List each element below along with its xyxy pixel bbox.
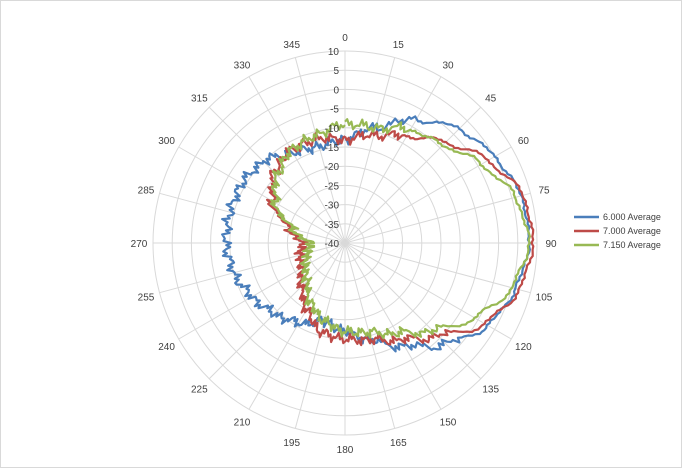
series-lines (221, 115, 535, 353)
angle-tick-label: 90 (545, 239, 557, 250)
radial-tick-label: -30 (325, 201, 340, 212)
spoke-30 (344, 76, 442, 244)
radial-tick-label: 10 (328, 47, 340, 58)
angle-tick-label: 135 (482, 385, 499, 396)
radial-tick-label: 0 (333, 85, 339, 96)
legend: 6.000 Average 7.000 Average 7.150 Average (574, 212, 661, 250)
angle-tick-label: 180 (337, 445, 354, 456)
angle-tick-label: 60 (518, 136, 530, 147)
spoke-120 (344, 242, 512, 340)
series-line-2 (269, 118, 531, 340)
angle-tick-label: 75 (538, 186, 550, 197)
spoke-15 (344, 57, 396, 244)
angle-tick-label: 195 (283, 438, 300, 449)
spoke-330 (248, 76, 346, 244)
spoke-135 (344, 242, 482, 380)
radial-tick-label: -20 (325, 162, 340, 173)
angle-tick-label: 255 (138, 292, 155, 303)
angle-tick-label: 240 (158, 342, 175, 353)
angle-tick-label: 315 (191, 93, 208, 104)
polar-grid (152, 50, 538, 436)
spoke-150 (344, 242, 442, 410)
angle-tick-label: 300 (158, 136, 175, 147)
spoke-240 (178, 242, 346, 340)
legend-entry-1: 7.000 Average (603, 226, 661, 236)
radial-tick-labels: -40 -35 -30 -25 -20 -15 -10 -5 0 5 10 (325, 47, 340, 250)
spoke-225 (208, 242, 346, 380)
spoke-45 (344, 106, 482, 244)
radial-tick-label: -15 (325, 143, 340, 154)
radial-tick-label: -5 (330, 105, 339, 116)
spoke-300 (178, 146, 346, 244)
spoke-105 (344, 242, 531, 294)
legend-entry-2: 7.150 Average (603, 240, 661, 250)
spoke-285 (159, 192, 346, 244)
spoke-345 (294, 57, 346, 244)
angle-tick-label: 15 (393, 40, 405, 51)
angle-tick-label: 225 (191, 385, 208, 396)
angle-tick-labels: 0153045607590105120135150165180195210225… (131, 33, 557, 456)
angle-tick-label: 330 (234, 61, 251, 72)
radial-tick-label: -25 (325, 181, 340, 192)
spoke-60 (344, 146, 512, 244)
radial-tick-label: -10 (325, 124, 340, 135)
angle-tick-label: 345 (283, 40, 300, 51)
angle-tick-label: 45 (485, 93, 497, 104)
spoke-315 (208, 106, 346, 244)
angle-tick-label: 120 (515, 342, 532, 353)
spoke-75 (344, 192, 531, 244)
legend-entry-0: 6.000 Average (603, 212, 661, 222)
angle-tick-label: 270 (131, 239, 148, 250)
angle-tick-label: 105 (536, 292, 553, 303)
radial-tick-label: -35 (325, 220, 340, 231)
angle-tick-label: 285 (138, 186, 155, 197)
spoke-255 (159, 242, 346, 294)
radial-tick-label: 5 (333, 66, 339, 77)
angle-tick-label: 150 (440, 417, 457, 428)
radial-tick-label: -40 (325, 239, 340, 250)
angle-tick-label: 0 (342, 33, 348, 44)
angle-tick-label: 30 (442, 61, 454, 72)
angle-tick-label: 210 (234, 417, 251, 428)
angle-tick-label: 165 (390, 438, 407, 449)
